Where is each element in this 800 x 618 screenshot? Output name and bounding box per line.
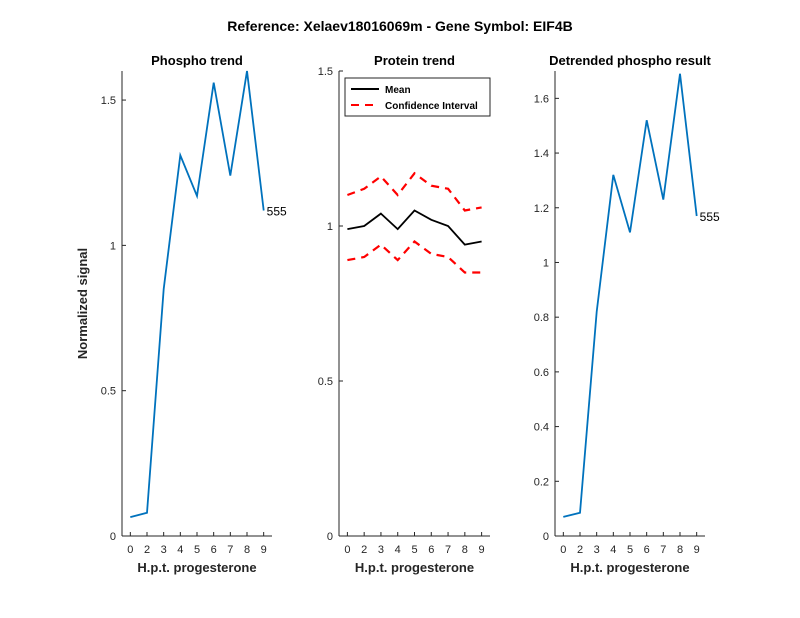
y-tick-label: 0 [327, 531, 333, 543]
x-tick-label: 7 [660, 544, 666, 556]
y-tick-label: 1.6 [534, 93, 549, 105]
y-tick-label: 1.5 [318, 66, 333, 78]
x-tick-label: 9 [694, 544, 700, 556]
series-line-confidence-interval [347, 240, 482, 274]
x-tick-label: 5 [627, 544, 633, 556]
x-tick-label: 3 [594, 544, 600, 556]
y-tick-label: 0.2 [534, 476, 549, 488]
x-tick-label: 9 [479, 544, 485, 556]
x-tick-label: 6 [211, 544, 217, 556]
series-line-trend-0 [563, 73, 698, 518]
series-line-confidence-interval [347, 171, 482, 212]
x-tick-label: 2 [361, 544, 367, 556]
y-tick-label: 1.4 [534, 148, 549, 160]
legend-label: Mean [385, 85, 411, 96]
y-tick-label: 0.5 [318, 376, 333, 388]
y-axis-label: Normalized signal [75, 248, 90, 359]
legend: Mean Confidence Interval [344, 77, 491, 117]
x-tick-label: 7 [227, 544, 233, 556]
x-tick-label: 8 [677, 544, 683, 556]
y-tick-label: 0 [110, 531, 116, 543]
y-tick-label: 1.5 [101, 95, 116, 107]
x-tick-label: 0 [127, 544, 133, 556]
x-tick-label: 5 [194, 544, 200, 556]
y-tick-label: 1 [110, 240, 116, 252]
x-tick-label: 2 [577, 544, 583, 556]
x-tick-label: 4 [177, 544, 183, 556]
y-tick-label: 1 [543, 257, 549, 269]
legend-box [344, 77, 491, 117]
x-tick-label: 7 [445, 544, 451, 556]
x-tick-label: 8 [462, 544, 468, 556]
x-tick-label: 6 [644, 544, 650, 556]
y-tick-label: 0.6 [534, 367, 549, 379]
y-tick-label: 0.5 [101, 386, 116, 398]
x-tick-label: 3 [378, 544, 384, 556]
chart-detrended: 00.20.40.60.811.21.41.60 2 3 4 5 6 7 8 9Detrende… [534, 53, 720, 575]
x-tick-label: 8 [244, 544, 250, 556]
data-label: 555 [700, 210, 720, 224]
figure-title: Reference: Xelaev18016069m - Gene Symbol… [227, 18, 573, 34]
x-axis-label: H.p.t. progesterone [137, 560, 256, 575]
x-tick-label: 2 [144, 544, 150, 556]
series-line-mean [347, 209, 482, 246]
x-axis-label: H.p.t. progesterone [355, 560, 474, 575]
chart-title: Protein trend [374, 53, 455, 68]
x-tick-label: 4 [610, 544, 616, 556]
series-line-trend-0 [130, 70, 265, 518]
x-tick-label: 4 [395, 544, 401, 556]
x-tick-label: 0 [560, 544, 566, 556]
x-tick-label: 3 [161, 544, 167, 556]
y-tick-label: 0.4 [534, 422, 549, 434]
x-axis-label: H.p.t. progesterone [570, 560, 689, 575]
data-label: 555 [267, 205, 287, 219]
chart-title: Phospho trend [151, 53, 243, 68]
x-tick-label: 9 [261, 544, 267, 556]
y-tick-label: 0.8 [534, 312, 549, 324]
y-tick-label: 1.2 [534, 203, 549, 215]
x-tick-label: 5 [411, 544, 417, 556]
y-tick-label: 0 [543, 531, 549, 543]
x-tick-label: 6 [428, 544, 434, 556]
x-tick-label: 0 [344, 544, 350, 556]
legend-label: Confidence Interval [385, 101, 478, 112]
y-tick-label: 1 [327, 221, 333, 233]
chart-title: Detrended phospho result [549, 53, 711, 68]
